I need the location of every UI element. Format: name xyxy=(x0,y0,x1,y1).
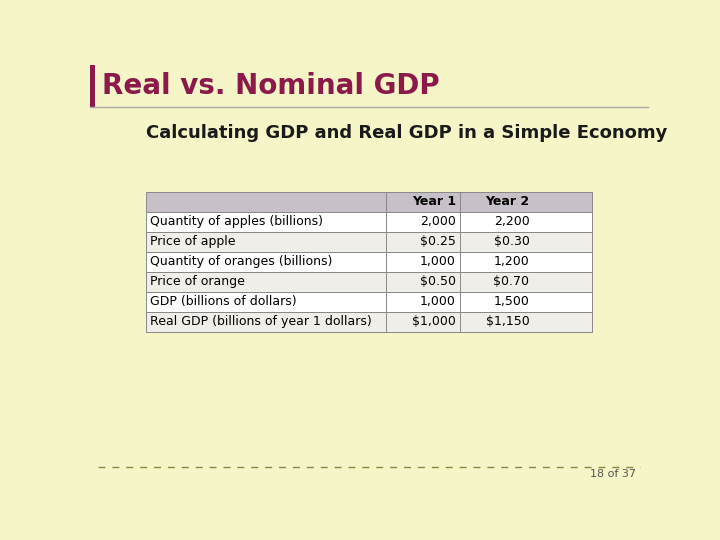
Text: $0.30: $0.30 xyxy=(493,235,529,248)
Text: $1,000: $1,000 xyxy=(412,315,456,328)
Text: $0.70: $0.70 xyxy=(493,275,529,288)
Text: 1,000: 1,000 xyxy=(420,255,456,268)
Text: $0.25: $0.25 xyxy=(420,235,456,248)
Text: 1,500: 1,500 xyxy=(493,295,529,308)
FancyBboxPatch shape xyxy=(145,212,593,232)
FancyBboxPatch shape xyxy=(90,65,648,107)
Text: 18 of 37: 18 of 37 xyxy=(590,469,636,479)
FancyBboxPatch shape xyxy=(145,292,593,312)
Text: Quantity of apples (billions): Quantity of apples (billions) xyxy=(150,215,323,228)
FancyBboxPatch shape xyxy=(145,272,593,292)
Text: Calculating GDP and Real GDP in a Simple Economy: Calculating GDP and Real GDP in a Simple… xyxy=(145,124,667,142)
Text: Price of orange: Price of orange xyxy=(150,275,245,288)
Text: 2,000: 2,000 xyxy=(420,215,456,228)
FancyBboxPatch shape xyxy=(145,312,593,332)
Text: $1,150: $1,150 xyxy=(486,315,529,328)
Text: 1,200: 1,200 xyxy=(494,255,529,268)
FancyBboxPatch shape xyxy=(90,65,96,107)
Text: Quantity of oranges (billions): Quantity of oranges (billions) xyxy=(150,255,332,268)
Text: Year 1: Year 1 xyxy=(412,195,456,208)
Text: 1,000: 1,000 xyxy=(420,295,456,308)
Text: Real vs. Nominal GDP: Real vs. Nominal GDP xyxy=(102,72,439,100)
FancyBboxPatch shape xyxy=(145,192,593,212)
Text: GDP (billions of dollars): GDP (billions of dollars) xyxy=(150,295,297,308)
FancyBboxPatch shape xyxy=(145,232,593,252)
Text: $0.50: $0.50 xyxy=(420,275,456,288)
Text: 2,200: 2,200 xyxy=(494,215,529,228)
Text: Year 2: Year 2 xyxy=(485,195,529,208)
Text: Price of apple: Price of apple xyxy=(150,235,235,248)
Text: Real GDP (billions of year 1 dollars): Real GDP (billions of year 1 dollars) xyxy=(150,315,372,328)
FancyBboxPatch shape xyxy=(145,252,593,272)
